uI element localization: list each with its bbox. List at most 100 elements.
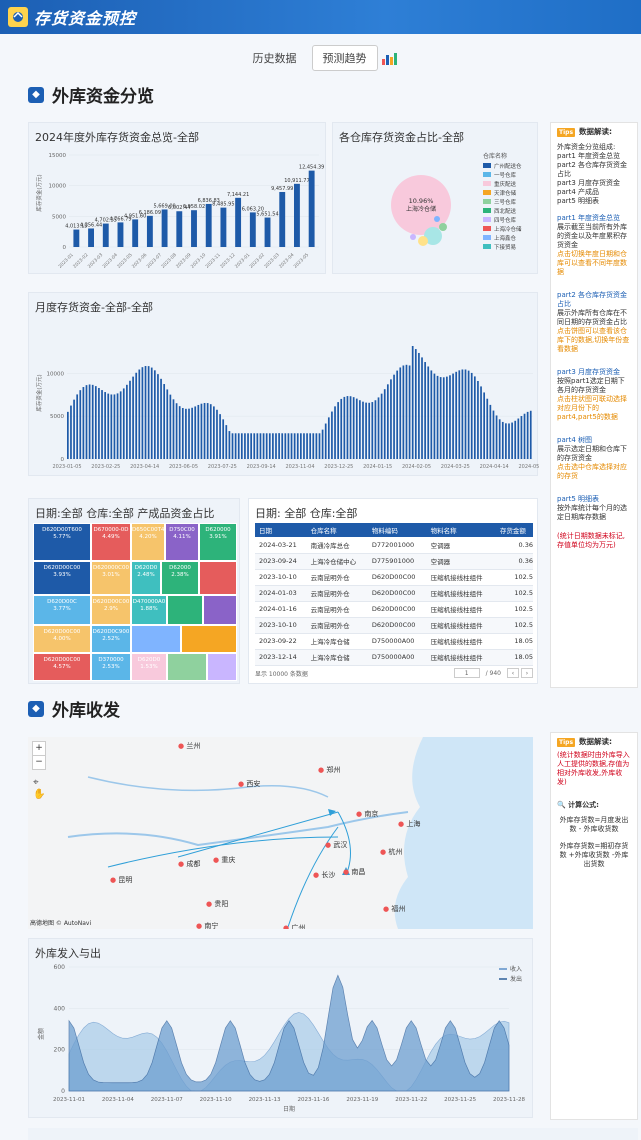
bubble[interactable] [439,223,447,231]
bar[interactable] [405,364,408,459]
bar[interactable] [234,433,237,459]
bar[interactable] [181,408,184,459]
treemap-cell[interactable] [181,625,237,653]
bar[interactable] [132,376,134,459]
bar[interactable] [455,371,458,459]
bar[interactable] [287,433,290,459]
bar[interactable] [228,431,231,459]
bar[interactable] [377,397,380,459]
bar[interactable] [293,433,296,459]
bar[interactable] [498,419,501,459]
bar[interactable] [529,410,532,459]
product-treemap[interactable]: D620D00T600 5.77% D670000-0D 4.49% D650C00T4… [33,523,237,681]
treemap-cell[interactable] [203,595,237,625]
table-row[interactable]: 2023-09-24 上海冷仓储中心 D775901000 空调器 0.36 [255,553,533,570]
treemap-cell[interactable]: D620D0 2.48% [131,561,161,595]
bar[interactable] [216,409,218,459]
prev-page-button[interactable]: ‹ [507,668,519,678]
treemap-cell[interactable]: D62000 2.38% [161,561,199,595]
bar[interactable] [508,423,510,459]
treemap-cell[interactable] [131,625,181,653]
bar[interactable] [213,406,215,459]
bar[interactable] [250,433,253,459]
bar[interactable] [324,423,327,459]
bar[interactable] [505,423,507,459]
table-row[interactable]: 2023-12-14 上海冷库仓储 D750000A00 压缩机接线柱组件 18.05 [255,649,533,666]
table-row[interactable]: 2024-03-21 南通冷库总仓 D772001000 空调器 0.36 [255,537,533,554]
bar[interactable] [309,433,312,459]
bar[interactable] [79,390,82,459]
bar[interactable] [492,410,495,459]
bar[interactable] [153,370,156,459]
bar[interactable] [318,433,321,459]
bar[interactable] [88,228,94,247]
bar[interactable] [205,203,212,247]
bar[interactable] [222,419,225,459]
bar[interactable] [197,404,200,459]
bar[interactable] [101,390,103,459]
bar[interactable] [467,370,470,459]
bar[interactable] [278,433,280,459]
bar[interactable] [331,411,333,459]
legend-item[interactable]: 上海冷仓储 [483,224,535,233]
bar[interactable] [160,378,162,459]
bar[interactable] [284,433,287,459]
bar[interactable] [200,403,203,459]
bar[interactable] [116,393,119,459]
bar[interactable] [240,433,243,459]
bar[interactable] [371,402,374,459]
bar[interactable] [129,380,131,459]
bar[interactable] [446,376,448,459]
bar[interactable] [442,377,445,459]
bar[interactable] [421,357,423,459]
bar[interactable] [188,408,190,459]
compass-icon[interactable]: ⌖ [33,777,39,788]
bar[interactable] [321,429,324,459]
bar[interactable] [473,376,476,459]
bar[interactable] [126,384,128,459]
treemap-cell[interactable]: D620D00T600 5.77% [33,523,91,561]
bar[interactable] [294,183,300,247]
bar[interactable] [132,219,139,247]
treemap-cell[interactable]: D620D00C 3.77% [33,595,91,625]
bar[interactable] [102,223,109,247]
bar[interactable] [449,375,451,459]
bar[interactable] [402,365,405,459]
bar[interactable] [334,406,336,459]
bar[interactable] [433,373,436,459]
bar[interactable] [495,415,498,459]
bar[interactable] [76,394,79,459]
bar[interactable] [209,404,212,459]
bar[interactable] [349,396,352,459]
legend-item[interactable]: 西北配送 [483,206,535,215]
bar[interactable] [203,402,206,459]
treemap-cell[interactable]: D620D00C00 4.00% [33,625,91,653]
legend-item[interactable]: 一号仓库 [483,170,535,179]
bar[interactable] [146,215,153,247]
bar[interactable] [511,422,513,459]
bar[interactable] [113,394,116,459]
bar[interactable] [147,366,150,459]
bar[interactable] [418,352,420,459]
bar[interactable] [281,433,284,459]
treemap-cell[interactable]: D620D0C900 2.52% [91,625,131,653]
treemap-cell[interactable]: D620000 3.91% [199,523,237,561]
bar[interactable] [296,433,299,459]
bar[interactable] [514,420,517,459]
table-row[interactable]: 2024-01-16 云南昆明外仓 D620D00C00 压缩机接线柱组件 102.5 [255,601,533,618]
bar[interactable] [206,403,209,459]
bar[interactable] [365,402,367,459]
bar[interactable] [262,433,265,459]
bar[interactable] [352,397,355,459]
bar[interactable] [380,393,383,459]
legend-label[interactable]: 发出 [510,975,522,983]
bar[interactable] [117,222,124,247]
column-header[interactable]: 日期 [255,523,307,537]
bar[interactable] [169,394,172,459]
bar[interactable] [178,406,181,459]
treemap-cell[interactable] [199,561,237,595]
bar[interactable] [337,402,339,459]
bar[interactable] [461,369,464,459]
bar[interactable] [220,207,227,247]
chart-icon[interactable] [381,51,400,65]
